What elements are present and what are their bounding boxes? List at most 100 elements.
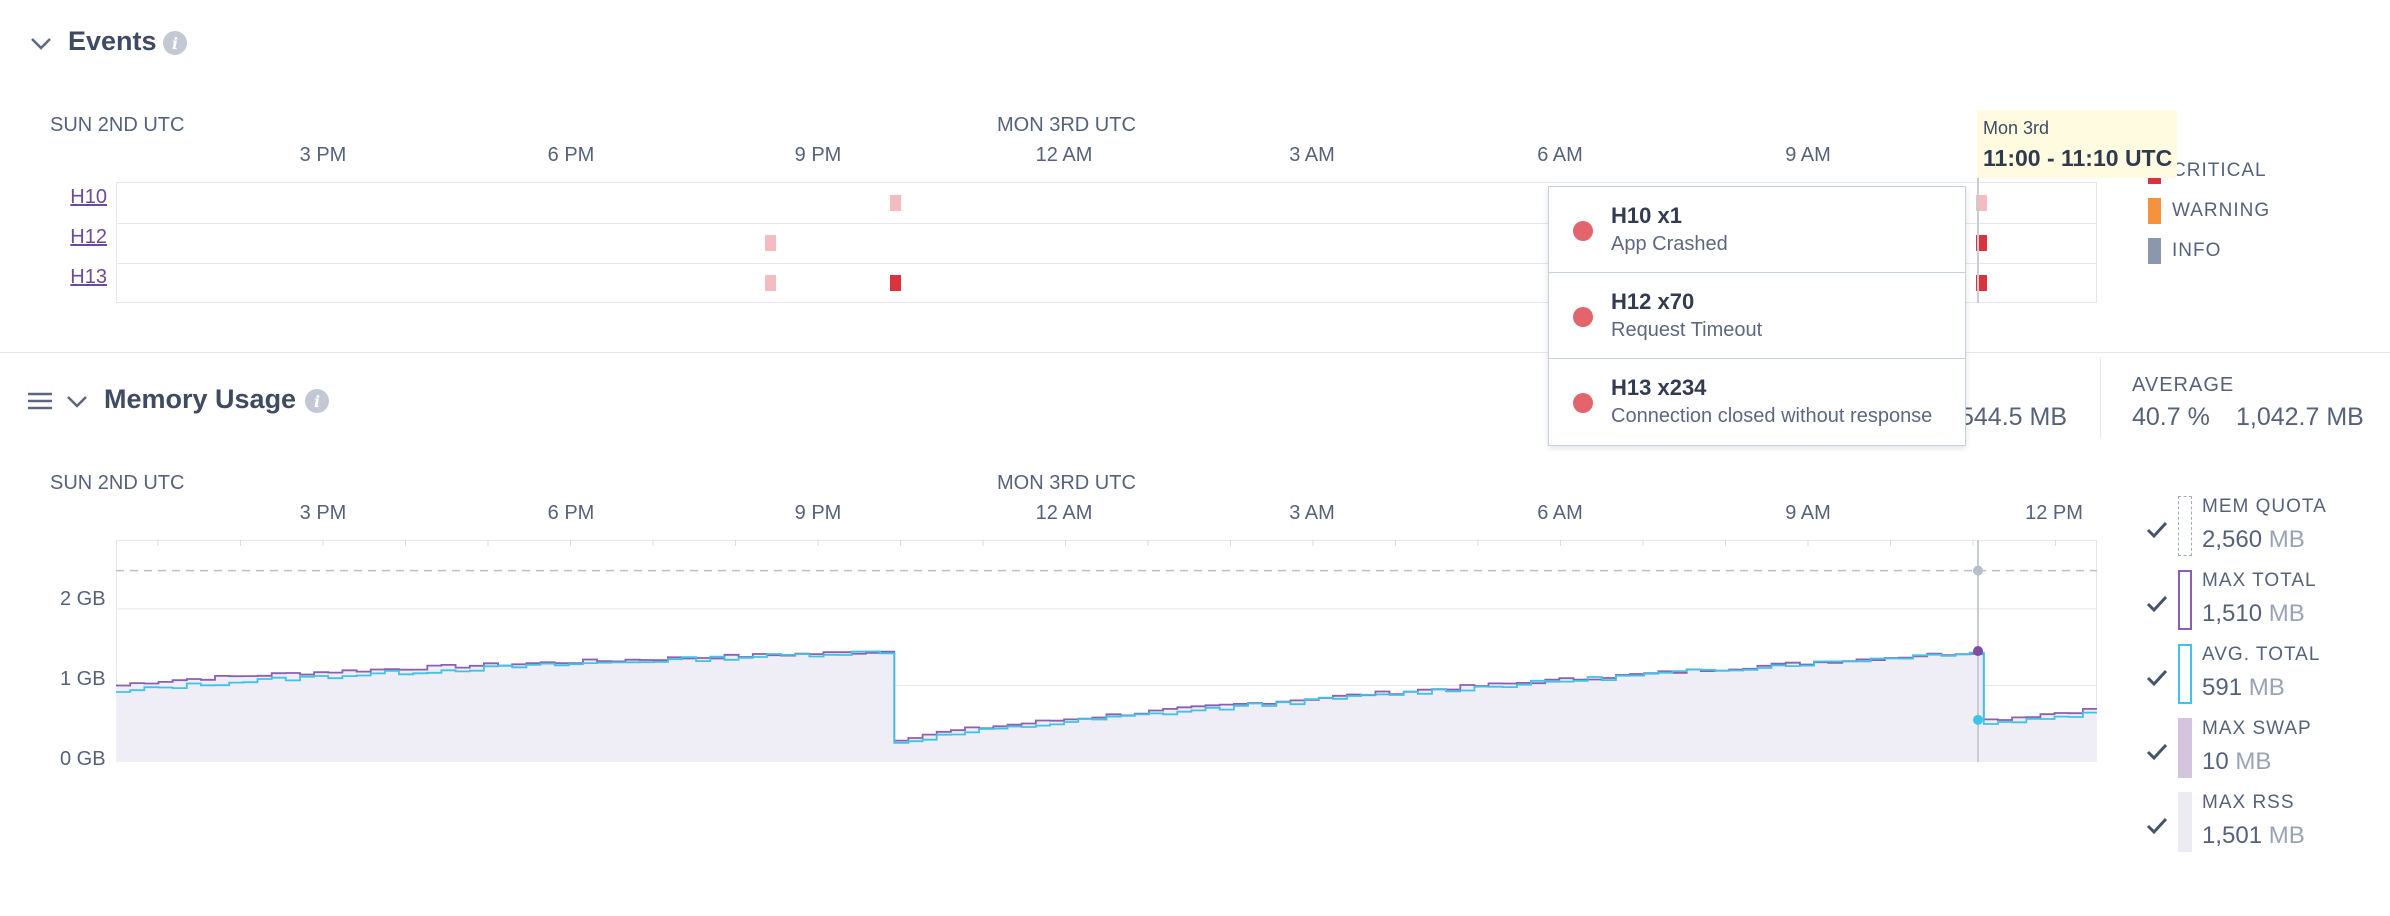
legend-avgtotal-number: 591 [2202, 674, 2243, 701]
checkmark-icon [2146, 595, 2168, 613]
memory-tick-label: 3 PM [299, 502, 347, 524]
legend-maxtotal-unit: MB [2268, 600, 2305, 627]
legend-critical-label: CRITICAL [2172, 160, 2267, 181]
memory-tick-label: 6 AM [1537, 502, 1583, 524]
events-grid [116, 182, 2097, 303]
legend-avgtotal-unit: MB [2248, 674, 2285, 701]
memory-date-left: SUN 2ND UTC [50, 472, 185, 494]
checkmark-icon [2146, 521, 2168, 539]
hover-line [1977, 110, 1979, 303]
legend-maxrss-unit: MB [2268, 822, 2305, 849]
event-mark-h12-1[interactable] [765, 235, 776, 251]
memory-date-mid: MON 3RD UTC [997, 472, 1136, 494]
legend-quota-value: 2,560 MB [2202, 526, 2305, 554]
event-row-label-h10[interactable]: H10 [70, 186, 107, 208]
legend-maxrss-swatch [2178, 792, 2192, 852]
legend-avgtotal-check[interactable] [2145, 666, 2169, 690]
events-info-icon[interactable]: i [163, 31, 187, 55]
y-label-0gb: 0 GB [60, 748, 106, 770]
legend-maxtotal-check[interactable] [2145, 592, 2169, 616]
legend-quota-number: 2,560 [2202, 526, 2263, 553]
tooltip-code: H10 x1 [1611, 203, 1682, 228]
legend-maxrss-name: MAX RSS [2202, 792, 2295, 813]
legend-maxrss-check[interactable] [2145, 814, 2169, 838]
event-tooltip: H10 x1 App Crashed H12 x70 Request Timeo… [1548, 186, 1966, 446]
legend-warning-swatch [2148, 198, 2161, 224]
events-tick-label: 9 AM [1785, 144, 1831, 166]
legend-avgtotal-swatch [2178, 644, 2192, 704]
memory-tick-label: 12 AM [1035, 502, 1093, 524]
event-row-label-h12[interactable]: H12 [70, 226, 107, 248]
events-tick-label: 6 AM [1537, 144, 1583, 166]
legend-maxtotal-value: 1,510 MB [2202, 600, 2305, 628]
memory-tick-label: 3 AM [1289, 502, 1335, 524]
stat-partial-value: 544.5 MB [1960, 403, 2068, 431]
legend-maxswap-check[interactable] [2145, 740, 2169, 764]
events-tick-label: 9 PM [794, 144, 842, 166]
events-collapse-toggle[interactable] [28, 30, 54, 56]
checkmark-icon [2146, 743, 2168, 761]
events-grid-divider [117, 263, 2096, 264]
event-mark-h13-2[interactable] [890, 275, 901, 291]
chevron-down-icon [31, 38, 51, 50]
tooltip-desc: Request Timeout [1611, 319, 1763, 341]
max-hover-marker [1973, 646, 1983, 656]
stat-divider [2100, 358, 2101, 438]
event-mark-h10-2[interactable] [1976, 195, 1987, 211]
hamburger-icon [28, 392, 52, 410]
legend-maxswap-number: 10 [2202, 748, 2229, 775]
stat-average-mb: 1,042.7 MB [2236, 403, 2364, 431]
legend-maxswap-value: 10 MB [2202, 748, 2271, 776]
drag-handle[interactable] [26, 390, 54, 412]
tooltip-code: H12 x70 [1611, 289, 1695, 314]
legend-quota-swatch [2178, 496, 2192, 556]
memory-title: Memory Usage [104, 384, 297, 414]
section-divider [0, 352, 2390, 353]
tooltip-code: H13 x234 [1611, 375, 1707, 400]
checkmark-icon [2146, 669, 2168, 687]
event-mark-h12-2[interactable] [1976, 235, 1987, 251]
legend-maxrss-value: 1,501 MB [2202, 822, 2305, 850]
memory-tick-label: 12 PM [2025, 502, 2083, 524]
memory-tick-label: 9 AM [1785, 502, 1831, 524]
legend-maxtotal-number: 1,510 [2202, 600, 2263, 627]
legend-maxrss-number: 1,501 [2202, 822, 2263, 849]
tooltip-desc: App Crashed [1611, 233, 1728, 255]
event-mark-h10-1[interactable] [890, 195, 901, 211]
legend-warning-label: WARNING [2172, 200, 2271, 221]
memory-info-icon[interactable]: i [305, 389, 329, 413]
tooltip-desc: Connection closed without response [1611, 405, 1933, 427]
quota-hover-marker [1973, 565, 1983, 576]
legend-maxswap-swatch [2178, 718, 2192, 778]
event-mark-h13-1[interactable] [765, 275, 776, 291]
max-rss-area [116, 651, 2097, 762]
tooltip-dot-icon [1573, 393, 1593, 413]
events-title: Events [68, 26, 157, 56]
tooltip-row-h12: H12 x70 Request Timeout [1549, 273, 1965, 359]
event-mark-h13-3[interactable] [1976, 275, 1987, 291]
event-row-label-h13[interactable]: H13 [70, 266, 107, 288]
avg-total-line [116, 650, 2097, 744]
max-total-line [116, 650, 2097, 742]
legend-quota-check[interactable] [2145, 518, 2169, 542]
tooltip-dot-icon [1573, 307, 1593, 327]
events-tick-label: 3 PM [299, 144, 347, 166]
memory-chart[interactable] [116, 540, 2097, 762]
legend-avgtotal-name: AVG. TOTAL [2202, 644, 2321, 665]
memory-collapse-toggle[interactable] [64, 388, 90, 414]
events-grid-divider [117, 223, 2096, 224]
hover-time-label: Mon 3rd 11:00 - 11:10 UTC [1977, 110, 2177, 178]
hover-date: Mon 3rd [1983, 118, 2050, 138]
stat-average-pct: 40.7 % [2132, 403, 2210, 431]
checkmark-icon [2146, 817, 2168, 835]
hover-range: 11:00 - 11:10 UTC [1983, 145, 2173, 171]
legend-maxtotal-name: MAX TOTAL [2202, 570, 2317, 591]
stat-average-label: AVERAGE [2132, 374, 2235, 396]
legend-maxtotal-swatch [2178, 570, 2192, 630]
avg-hover-marker [1973, 714, 1983, 725]
tooltip-dot-icon [1573, 221, 1593, 241]
y-label-1gb: 1 GB [60, 668, 106, 690]
chevron-down-icon [67, 396, 87, 408]
legend-avgtotal-value: 591 MB [2202, 674, 2285, 702]
events-tick-label: 12 AM [1035, 144, 1093, 166]
